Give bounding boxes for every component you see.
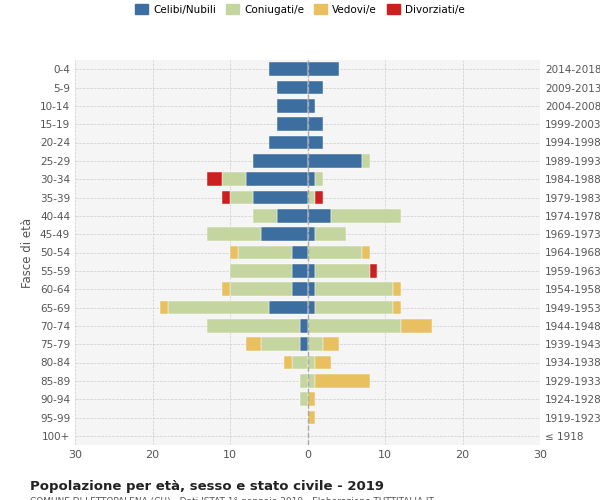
Bar bbox=[292, 282, 308, 296]
Bar bbox=[292, 264, 308, 278]
Bar bbox=[308, 282, 315, 296]
Bar bbox=[308, 264, 315, 278]
Bar bbox=[308, 374, 315, 388]
Bar bbox=[277, 99, 308, 112]
Bar bbox=[269, 62, 308, 76]
Bar bbox=[308, 118, 323, 131]
Text: Popolazione per età, sesso e stato civile - 2019: Popolazione per età, sesso e stato civil… bbox=[30, 480, 384, 493]
Bar bbox=[315, 228, 346, 241]
Bar bbox=[362, 246, 370, 260]
Bar bbox=[269, 300, 308, 314]
Bar bbox=[230, 246, 238, 260]
Bar bbox=[168, 300, 269, 314]
Bar bbox=[207, 172, 222, 186]
Bar bbox=[300, 338, 308, 351]
Bar bbox=[300, 319, 308, 332]
Bar bbox=[207, 228, 261, 241]
Bar bbox=[253, 190, 308, 204]
Bar bbox=[308, 319, 401, 332]
Bar bbox=[308, 228, 315, 241]
Bar bbox=[230, 190, 253, 204]
Bar bbox=[253, 209, 277, 222]
Bar bbox=[277, 80, 308, 94]
Bar bbox=[362, 154, 370, 168]
Bar bbox=[308, 338, 323, 351]
Bar bbox=[300, 392, 308, 406]
Text: COMUNE DI LETTOPALENA (CH) - Dati ISTAT 1° gennaio 2019 - Elaborazione TUTTITALI: COMUNE DI LETTOPALENA (CH) - Dati ISTAT … bbox=[30, 498, 434, 500]
Bar bbox=[207, 319, 300, 332]
Bar bbox=[222, 190, 230, 204]
Bar bbox=[222, 172, 245, 186]
Bar bbox=[253, 154, 308, 168]
Bar bbox=[308, 190, 315, 204]
Bar bbox=[261, 338, 300, 351]
Bar bbox=[277, 209, 308, 222]
Bar bbox=[300, 374, 308, 388]
Bar bbox=[292, 356, 308, 370]
Bar bbox=[308, 410, 315, 424]
Bar bbox=[315, 264, 370, 278]
Bar bbox=[315, 300, 393, 314]
Bar bbox=[269, 136, 308, 149]
Bar bbox=[261, 228, 308, 241]
Bar bbox=[331, 209, 401, 222]
Bar bbox=[292, 246, 308, 260]
Bar bbox=[160, 300, 168, 314]
Bar bbox=[308, 209, 331, 222]
Bar bbox=[222, 282, 230, 296]
Bar bbox=[393, 282, 401, 296]
Bar bbox=[308, 154, 362, 168]
Bar bbox=[284, 356, 292, 370]
Y-axis label: Fasce di età: Fasce di età bbox=[22, 218, 34, 288]
Bar bbox=[277, 118, 308, 131]
Bar bbox=[315, 282, 393, 296]
Bar bbox=[393, 300, 401, 314]
Bar bbox=[308, 136, 323, 149]
Bar bbox=[308, 99, 315, 112]
Bar bbox=[323, 338, 338, 351]
Bar bbox=[401, 319, 431, 332]
Bar bbox=[315, 190, 323, 204]
Bar bbox=[315, 374, 370, 388]
Bar bbox=[315, 172, 323, 186]
Bar bbox=[308, 80, 323, 94]
Bar bbox=[245, 338, 261, 351]
Bar bbox=[230, 282, 292, 296]
Bar bbox=[308, 172, 315, 186]
Bar bbox=[308, 392, 315, 406]
Bar bbox=[238, 246, 292, 260]
Bar bbox=[315, 356, 331, 370]
Bar bbox=[245, 172, 308, 186]
Bar bbox=[308, 62, 338, 76]
Bar bbox=[230, 264, 292, 278]
Legend: Celibi/Nubili, Coniugati/e, Vedovi/e, Divorziati/e: Celibi/Nubili, Coniugati/e, Vedovi/e, Di… bbox=[131, 0, 469, 19]
Bar bbox=[308, 246, 362, 260]
Bar bbox=[308, 300, 315, 314]
Bar bbox=[308, 356, 315, 370]
Bar bbox=[370, 264, 377, 278]
